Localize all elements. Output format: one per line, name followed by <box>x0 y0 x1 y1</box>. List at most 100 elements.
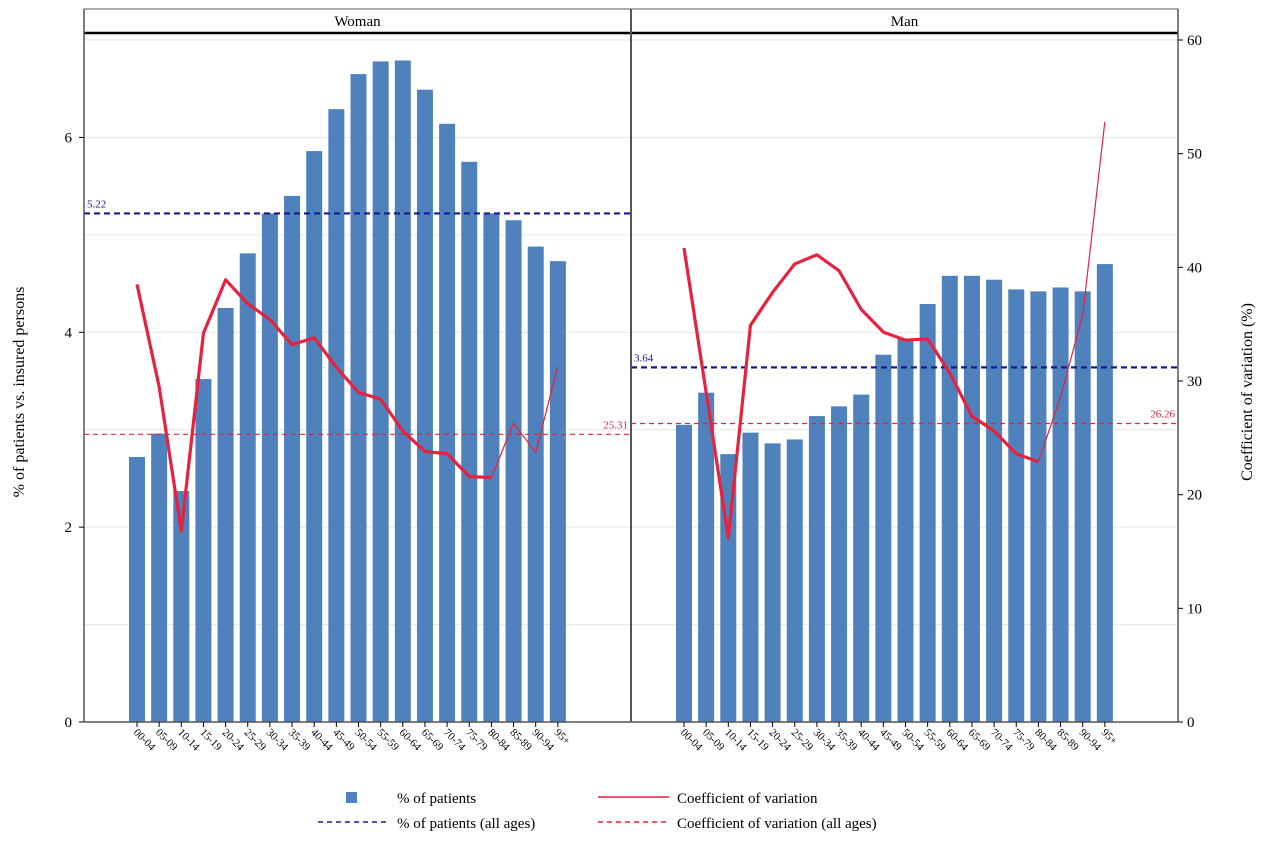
bar <box>239 253 256 722</box>
x-tick-label: 60-64 <box>397 727 424 754</box>
x-tick-label: 05-09 <box>153 727 180 754</box>
bar <box>217 307 234 722</box>
panel-title: Woman <box>334 14 381 30</box>
bar <box>461 161 478 723</box>
bar <box>1096 264 1113 722</box>
legend-label-cv: Coefficient of variation <box>677 791 818 807</box>
x-tick-label: 35-39 <box>286 727 313 754</box>
bar <box>505 220 522 722</box>
bar <box>1030 291 1047 722</box>
cv-line <box>682 247 1039 540</box>
bar <box>676 424 692 722</box>
x-tick-label: 00-04 <box>678 727 705 754</box>
bar <box>764 443 781 722</box>
bar <box>195 379 212 722</box>
bar <box>1008 289 1025 722</box>
bar <box>350 74 367 723</box>
x-tick-label: 25-29 <box>242 727 269 754</box>
bar <box>831 406 848 722</box>
x-tick-label: 90-94 <box>530 727 557 754</box>
x-tick-label: 60-64 <box>944 727 971 754</box>
x-tick-label: 30-34 <box>264 727 291 754</box>
legend-label-patients-all: % of patients (all ages) <box>397 816 535 832</box>
x-tick-label: 75-79 <box>463 727 490 754</box>
mean-reference-label: 5.22 <box>87 198 106 210</box>
x-tick-label: 40-44 <box>855 727 882 754</box>
y-tick-label: 6 <box>65 130 73 146</box>
x-tick-label: 85-89 <box>507 727 534 754</box>
x-tick-label: 20-24 <box>219 727 246 754</box>
bar <box>328 109 345 722</box>
x-tick-label: 55-59 <box>375 727 402 754</box>
y-axis-label: % of patients vs. insured persons <box>11 287 28 498</box>
bar <box>1074 291 1091 722</box>
bar <box>986 279 1003 722</box>
bar <box>786 439 803 722</box>
x-tick-label: 90-94 <box>1077 727 1104 754</box>
x-tick-label: 80-84 <box>485 727 512 754</box>
x-tick-label: 40-44 <box>308 727 335 754</box>
reference-lines-layer: 5.22 25.31 3.64 26.26 <box>84 198 1178 435</box>
x-tick-label: 45-49 <box>877 727 904 754</box>
bar <box>919 304 936 722</box>
bar <box>808 416 825 722</box>
bar <box>483 213 500 722</box>
bar <box>173 491 190 722</box>
y2-tick-label: 30 <box>1187 374 1202 390</box>
x-tick-label: 15-19 <box>197 727 224 754</box>
x-tick-label: 55-59 <box>922 727 949 754</box>
cv-line-tail <box>490 366 559 478</box>
x-tick-label: 00-04 <box>131 727 158 754</box>
cv-line <box>135 278 492 533</box>
bar <box>151 433 168 722</box>
bar <box>1052 287 1069 722</box>
panel-header <box>630 8 1179 34</box>
cv-lines-layer <box>135 121 1106 540</box>
bar <box>742 432 759 722</box>
x-tick-label: 85-89 <box>1054 727 1081 754</box>
y-tick-label: 0 <box>65 715 73 731</box>
bar <box>549 261 566 722</box>
x-tick-label: 50-54 <box>352 727 379 754</box>
y2-tick-label: 20 <box>1187 488 1202 504</box>
mean-reference-label: 3.64 <box>634 352 654 364</box>
x-tick-label: 45-49 <box>330 727 357 754</box>
bar <box>963 275 980 722</box>
bar <box>698 392 715 722</box>
bar <box>853 394 870 722</box>
bar <box>129 456 145 722</box>
y-tick-label: 2 <box>65 520 73 536</box>
y-tick-label: 4 <box>65 325 73 341</box>
cv-mean-reference-label: 25.31 <box>603 419 628 431</box>
bar <box>306 151 323 722</box>
y2-tick-label: 60 <box>1187 33 1202 49</box>
x-tick-label: 20-24 <box>766 727 793 754</box>
x-tick-label: 30-34 <box>811 727 838 754</box>
cv-mean-reference-label: 26.26 <box>1150 409 1175 421</box>
bar <box>394 60 411 722</box>
x-tick-label: 10-14 <box>175 727 202 754</box>
y2-tick-label: 0 <box>1187 715 1195 731</box>
y2-tick-label: 50 <box>1187 147 1202 163</box>
x-tick-label: 05-09 <box>700 727 727 754</box>
bar <box>416 89 433 722</box>
bar <box>897 339 914 722</box>
y2-axis-label: Coefficient of variation (%) <box>1239 303 1256 481</box>
x-tick-label: 70-74 <box>988 727 1015 754</box>
bar <box>439 123 456 722</box>
bar <box>527 246 544 722</box>
legend-label-cv-all: Coefficient of variation (all ages) <box>677 816 877 832</box>
legend: % of patients Coefficient of variation %… <box>318 791 877 832</box>
x-tick-label: 25-29 <box>789 727 816 754</box>
y2-tick-label: 10 <box>1187 601 1202 617</box>
x-tick-label: 65-69 <box>966 727 993 754</box>
x-tick-label: 70-74 <box>441 727 468 754</box>
legend-label-patients: % of patients <box>397 791 476 807</box>
x-tick-label: 80-84 <box>1032 727 1059 754</box>
x-tick-label: 15-19 <box>744 727 771 754</box>
x-tick-label: 35-39 <box>833 727 860 754</box>
legend-bar-swatch <box>346 792 357 803</box>
bar <box>372 61 389 723</box>
bars-layer <box>129 60 1113 723</box>
